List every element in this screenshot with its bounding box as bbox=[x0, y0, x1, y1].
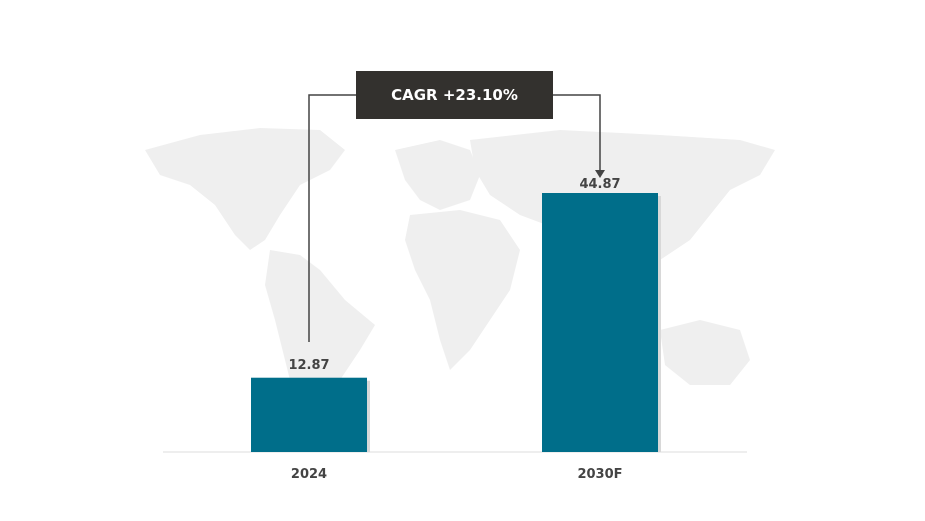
bar-2024 bbox=[251, 377, 367, 452]
bar-value-label-0: 12.87 bbox=[288, 358, 329, 373]
world-map-background bbox=[145, 128, 775, 430]
cagr-label: CAGR +23.10% bbox=[391, 86, 518, 104]
arrow-head-icon bbox=[595, 170, 605, 178]
bar-value-label-1: 44.87 bbox=[579, 177, 620, 192]
cagr-connector bbox=[308, 94, 601, 342]
bar-2030F bbox=[542, 193, 658, 452]
cagr-box bbox=[356, 71, 553, 119]
x-tick-label-1: 2030F bbox=[577, 467, 622, 482]
x-tick-label-0: 2024 bbox=[291, 467, 327, 482]
